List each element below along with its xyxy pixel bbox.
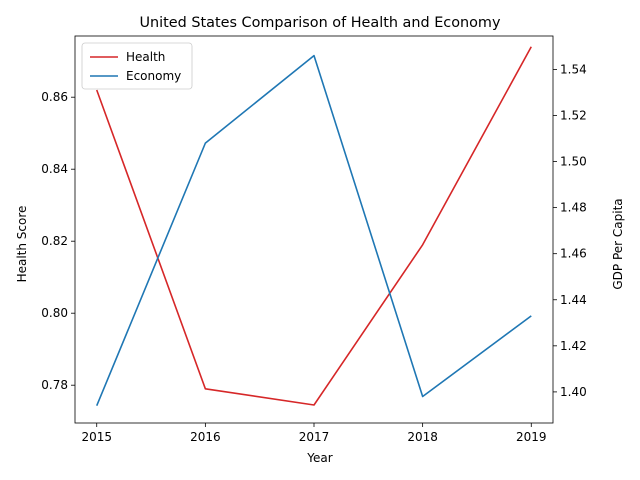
series-line-health — [95, 46, 532, 406]
left-y-tick-label: 0.84 — [41, 162, 68, 176]
legend-label-health: Health — [126, 50, 165, 64]
x-tick-label: 2019 — [516, 430, 547, 444]
right-y-tick-label: 1.50 — [560, 155, 587, 169]
right-y-tick-label: 1.42 — [560, 339, 587, 353]
left-y-tick-label: 0.82 — [41, 234, 68, 248]
left-y-axis-label: Health Score — [15, 206, 29, 283]
right-y-tick-label: 1.46 — [560, 247, 587, 261]
series-line-economy — [95, 54, 532, 407]
right-y-tick-label: 1.54 — [560, 62, 587, 76]
plot-frame — [74, 35, 554, 424]
right-y-axis-label: GDP Per Capita — [611, 198, 625, 289]
x-tick-label: 2016 — [190, 430, 221, 444]
legend-box — [81, 42, 193, 90]
x-axis-label: Year — [306, 451, 332, 465]
x-tick-label: 2018 — [407, 430, 438, 444]
x-tick-label: 2017 — [299, 430, 330, 444]
right-y-tick-label: 1.40 — [560, 385, 587, 399]
left-y-tick-label: 0.86 — [41, 90, 68, 104]
right-y-tick-label: 1.52 — [560, 108, 587, 122]
chart-title: United States Comparison of Health and E… — [140, 15, 501, 31]
x-tick-label: 2015 — [81, 430, 112, 444]
right-y-tick-label: 1.44 — [560, 293, 587, 307]
left-y-tick-label: 0.80 — [41, 306, 68, 320]
plot-area: 2015 2016 2017 2018 2019 0.78 0.80 0.82 0.84 0.86… — [41, 35, 587, 444]
right-y-tick-label: 1.48 — [560, 201, 587, 215]
legend-label-economy: Economy — [126, 69, 181, 83]
left-y-tick-label: 0.78 — [41, 378, 68, 392]
